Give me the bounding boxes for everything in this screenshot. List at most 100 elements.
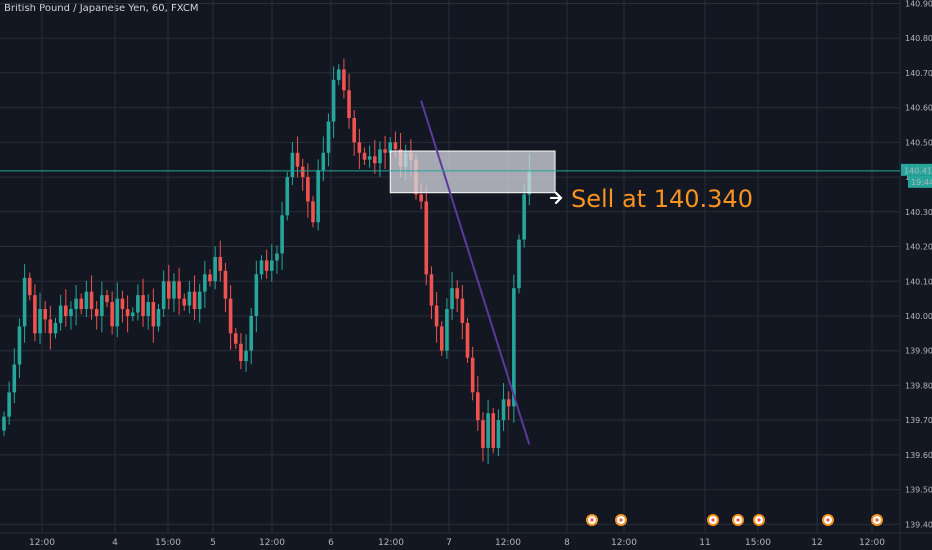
candle-body (182, 298, 187, 306)
candle-body (476, 392, 480, 421)
y-tick-label: 140.600 (905, 104, 932, 113)
candle-body (130, 312, 135, 316)
candle-body (455, 288, 459, 299)
candle-body (264, 260, 269, 271)
calendar-event-dot (711, 518, 715, 522)
x-tick-label: 5 (210, 538, 216, 548)
x-tick-label: 4 (112, 538, 118, 548)
y-tick-label: 140.800 (905, 34, 932, 43)
x-tick-label: 15:00 (745, 538, 771, 548)
y-tick-label: 139.400 (905, 520, 932, 529)
calendar-event-dot (757, 518, 761, 522)
candle-body (522, 194, 526, 240)
arrow-right-icon (549, 191, 563, 205)
candle-body (506, 399, 511, 407)
current-price-label: 140.418 (904, 166, 932, 175)
calendar-event-dot (736, 518, 740, 522)
candle-body (450, 288, 454, 310)
candle-body (306, 177, 310, 202)
candle-body (275, 253, 279, 261)
candle-body (208, 274, 212, 282)
candle-body (79, 298, 84, 310)
y-tick-label: 139.800 (905, 381, 932, 390)
candle-body (352, 118, 356, 143)
candle-body (311, 201, 315, 223)
candle-body (259, 260, 264, 275)
x-tick-label: 12:00 (259, 538, 285, 548)
candle-body (347, 90, 351, 119)
x-tick-label: 11 (699, 538, 710, 548)
candle-body (285, 177, 290, 216)
candle-body (136, 295, 140, 313)
candle-body (501, 399, 506, 421)
candle-body (43, 309, 47, 320)
y-tick-label: 139.700 (905, 416, 932, 425)
x-tick-label: 8 (564, 538, 570, 548)
candle-body (100, 295, 104, 316)
symbol-title: British Pound / Japanese Yen, 60, FXCM (4, 3, 199, 14)
x-tick-label: 7 (446, 538, 452, 548)
candle-body (125, 309, 130, 316)
candle-body (151, 302, 156, 327)
candle-body (326, 121, 331, 153)
x-tick-label: 12 (811, 538, 822, 548)
candle-body (419, 194, 423, 202)
candle-body (172, 281, 176, 299)
y-tick-label: 139.500 (905, 486, 932, 495)
candle-body (12, 364, 17, 393)
y-tick-label: 140.700 (905, 69, 932, 78)
candle-body (22, 277, 27, 327)
x-tick-label: 12:00 (495, 538, 521, 548)
candle-body (465, 322, 470, 358)
candle-body (316, 170, 320, 223)
candle-body (58, 305, 63, 323)
y-tick-label: 139.900 (905, 347, 932, 356)
candle-body (481, 420, 485, 448)
candle-body (120, 298, 125, 310)
candle-body (491, 413, 496, 448)
candle-body (460, 298, 465, 323)
candle-body (192, 291, 197, 310)
candle-body (223, 270, 228, 299)
candle-body (434, 305, 439, 327)
calendar-event-dot (590, 518, 594, 522)
candle-body (187, 291, 192, 306)
candle-body (388, 142, 393, 153)
candle-body (357, 142, 362, 153)
candle-body (424, 201, 429, 275)
candle-body (383, 149, 387, 153)
candle-body (295, 152, 300, 167)
x-tick-label: 6 (328, 538, 334, 548)
candle-body (115, 298, 120, 327)
candle-body (105, 295, 109, 303)
candle-body (486, 413, 490, 448)
candle-body (146, 302, 150, 316)
candle-body (367, 156, 372, 160)
calendar-event-dot (826, 518, 830, 522)
x-tick-label: 12:00 (859, 538, 885, 548)
candle-body (7, 392, 11, 417)
candle-body (197, 291, 202, 310)
candle-body (512, 288, 516, 407)
price-label-box (901, 163, 932, 176)
candle-body (64, 305, 68, 316)
candle-body (342, 69, 346, 91)
candle-body (321, 152, 326, 171)
candle-body (393, 142, 398, 150)
candle-body (244, 350, 248, 362)
x-tick-label: 12:00 (378, 538, 404, 548)
sell-annotation-text: Sell at 140.340 (571, 185, 753, 213)
candle-body (27, 277, 32, 296)
trendline (420, 100, 531, 445)
y-tick-label: 140.100 (905, 277, 932, 286)
candle-body (17, 326, 22, 365)
y-tick-label: 140.500 (905, 138, 932, 147)
y-tick-label: 140.200 (905, 243, 932, 252)
candle-body (249, 315, 253, 351)
candle-body (336, 69, 341, 80)
x-tick-label: 12:00 (611, 538, 637, 548)
sell-zone-rectangle (389, 150, 556, 194)
candle-body (300, 166, 305, 178)
candle-body (167, 281, 171, 299)
